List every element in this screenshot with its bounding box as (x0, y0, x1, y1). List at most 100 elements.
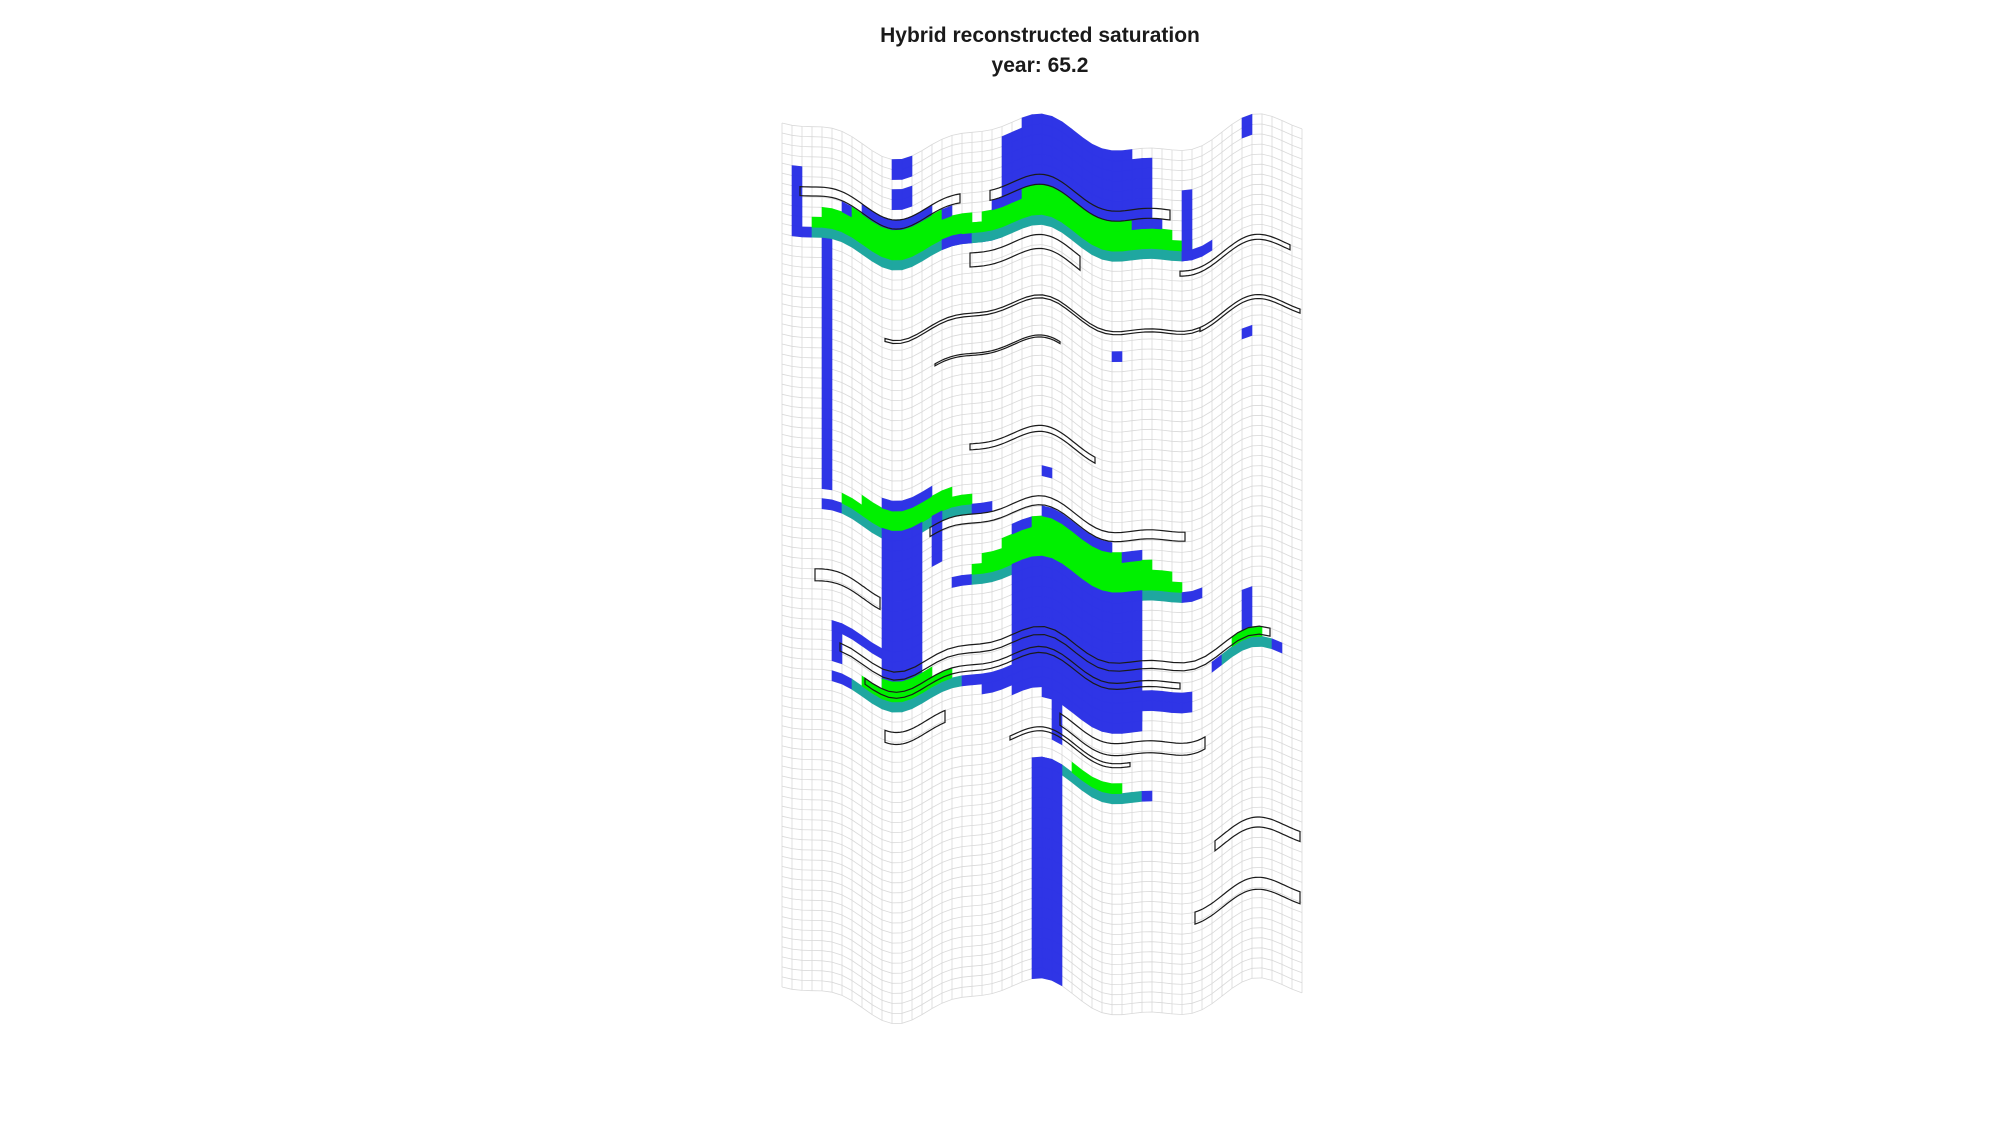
saturation-cell (1151, 690, 1163, 702)
saturation-cell (1111, 562, 1123, 574)
saturation-cell (1121, 249, 1133, 262)
saturation-cell (1121, 591, 1133, 604)
saturation-cell (1121, 671, 1133, 684)
saturation-cell (1111, 582, 1123, 594)
saturation-cell (1161, 570, 1173, 583)
saturation-cell (951, 233, 963, 247)
layer-boundary (884, 709, 946, 746)
saturation-cell (1031, 826, 1043, 839)
saturation-cell (1031, 796, 1043, 809)
saturation-cell (791, 175, 803, 188)
saturation-cell (831, 499, 843, 514)
saturation-cell (1111, 712, 1123, 724)
saturation-cell (1111, 612, 1123, 624)
saturation-cell (1131, 700, 1143, 713)
saturation-cell (1111, 240, 1123, 252)
layer-boundary (1214, 816, 1301, 853)
saturation-cell (1141, 569, 1153, 581)
saturation-cell (1211, 653, 1223, 673)
saturation-cell (891, 189, 903, 201)
saturation-cell (1121, 611, 1133, 624)
saturation-cell (821, 478, 833, 491)
saturation-cell (1271, 638, 1283, 654)
saturation-cell (1151, 579, 1163, 592)
saturation-cell (891, 239, 903, 251)
saturation-cell (951, 575, 963, 588)
saturation-cell (1181, 691, 1193, 704)
saturation-cell (1131, 610, 1143, 623)
saturation-cell (821, 458, 833, 471)
saturation-cell (891, 681, 903, 693)
saturation-cell (1131, 168, 1143, 180)
saturation-cell (1111, 652, 1123, 664)
saturation-cell (1031, 666, 1043, 678)
saturation-cell (851, 628, 863, 647)
saturation-cell (1031, 204, 1043, 216)
saturation-cell (1181, 199, 1193, 212)
saturation-cell (1031, 877, 1043, 889)
saturation-cell (1131, 650, 1143, 663)
saturation-cell (1121, 199, 1133, 212)
saturation-cell (1141, 197, 1153, 209)
saturation-cell (1121, 711, 1133, 724)
saturation-cell (1141, 167, 1153, 179)
saturation-cell (1121, 651, 1133, 664)
saturation-cell (1131, 178, 1143, 191)
saturation-cell (1031, 595, 1043, 608)
saturation-cell (1131, 549, 1143, 562)
saturation-cell (821, 216, 833, 230)
saturation-cell (971, 502, 983, 515)
saturation-cell (1121, 701, 1133, 714)
saturation-cell (1151, 228, 1163, 240)
saturation-cell (1141, 248, 1153, 260)
saturation-cell (1131, 720, 1143, 733)
saturation-cell (1181, 209, 1193, 222)
saturation-cell (1111, 672, 1123, 684)
saturation-cell (791, 195, 803, 208)
saturation-cell (1161, 238, 1173, 251)
saturation-cell (1141, 238, 1153, 250)
saturation-cell (891, 661, 903, 673)
layer-boundary (799, 185, 961, 230)
saturation-cell (1131, 640, 1143, 653)
saturation-cell (801, 226, 813, 238)
saturation-cell (1121, 641, 1133, 654)
saturation-cell (1031, 786, 1043, 799)
saturation-cell (1131, 559, 1143, 572)
saturation-cell (871, 642, 883, 660)
saturation-cell (891, 611, 903, 622)
saturation-cell (1101, 781, 1113, 795)
saturation-cell (1031, 776, 1043, 789)
saturation-cell (1181, 189, 1193, 202)
saturation-cell (1031, 806, 1043, 819)
saturation-cell (821, 407, 833, 420)
saturation-cell (1031, 907, 1043, 919)
saturation-cell (891, 550, 903, 562)
chart-title: Hybrid reconstructed saturation (880, 24, 1200, 47)
saturation-cell (981, 209, 993, 223)
saturation-cell (1121, 601, 1133, 614)
saturation-cell (1171, 240, 1183, 252)
saturation-cell (1181, 591, 1193, 603)
saturation-cell (1031, 143, 1043, 156)
saturation-cell (1111, 351, 1123, 363)
saturation-cell (1121, 621, 1133, 634)
saturation-cell (1261, 636, 1273, 650)
saturation-cell (1121, 189, 1133, 202)
saturation-cell (891, 631, 903, 643)
saturation-cell (821, 247, 833, 260)
saturation-cell (1121, 550, 1133, 563)
saturation-cell (1121, 792, 1133, 805)
saturation-cell (1111, 702, 1123, 714)
saturation-cell (1041, 505, 1053, 519)
saturation-cell (1031, 615, 1043, 628)
saturation-cell (1121, 661, 1133, 674)
saturation-cell (1031, 636, 1043, 648)
saturation-cell (891, 199, 903, 211)
saturation-cell (891, 520, 903, 532)
saturation-cell (951, 494, 963, 508)
saturation-cell (891, 691, 903, 703)
saturation-cell (1031, 947, 1043, 959)
saturation-cell (971, 563, 983, 575)
